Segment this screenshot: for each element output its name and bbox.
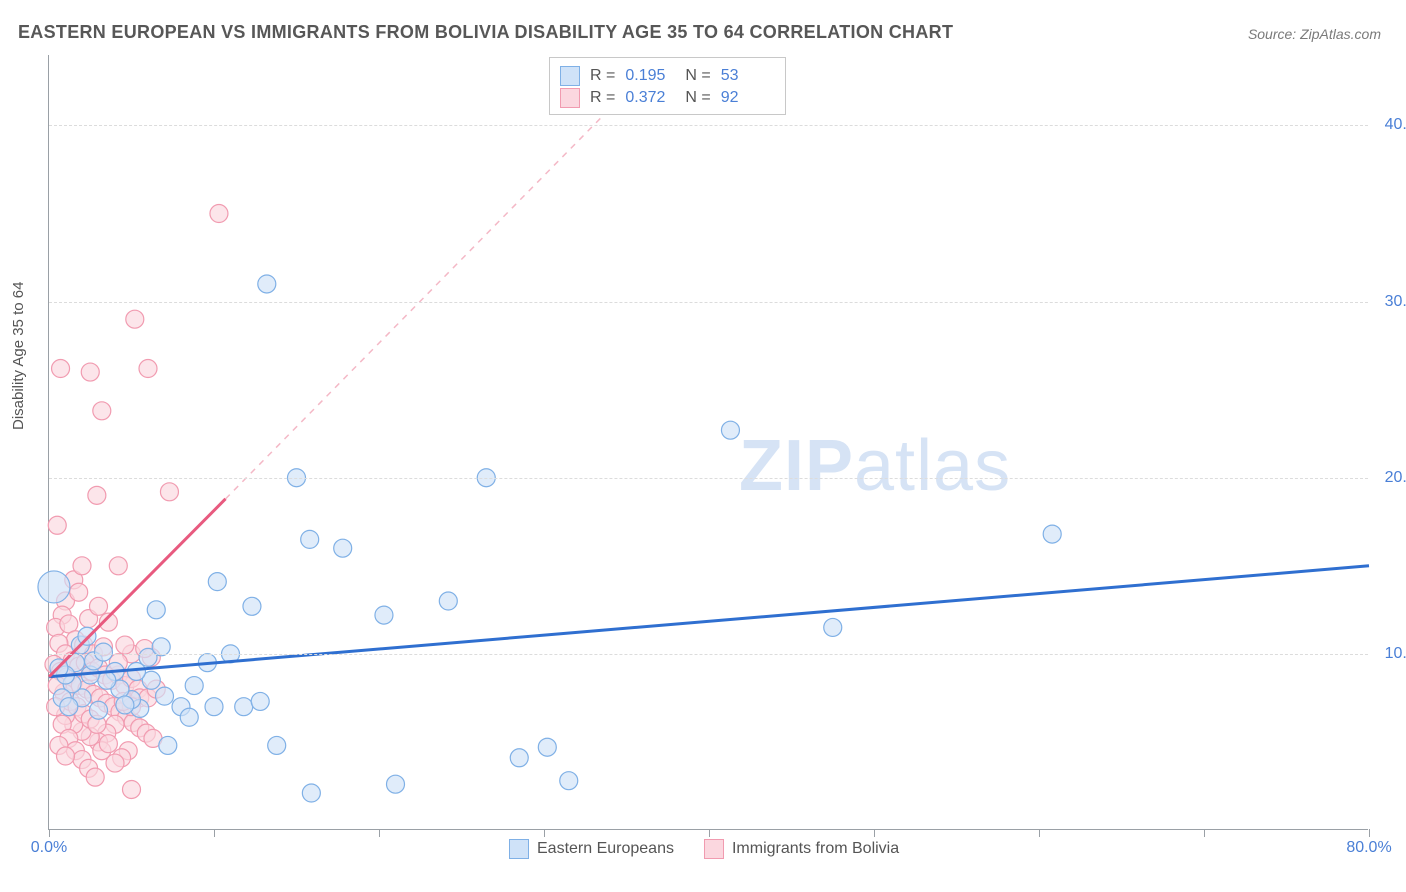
y-tick-label: 30.0% (1385, 293, 1406, 311)
legend-item-0: Eastern Europeans (509, 839, 674, 859)
legend-swatch-0 (509, 839, 529, 859)
legend-swatch-1 (704, 839, 724, 859)
y-axis-label: Disability Age 35 to 64 (10, 282, 27, 430)
x-tick-label: 80.0% (1346, 839, 1391, 857)
stats-box: R = 0.195 N = 53 R = 0.372 N = 92 (549, 57, 786, 115)
x-tick-mark (544, 829, 545, 837)
legend-item-1: Immigrants from Bolivia (704, 839, 899, 859)
gridline (49, 125, 1368, 126)
legend-label-0: Eastern Europeans (537, 840, 674, 858)
source-attribution: Source: ZipAtlas.com (1248, 26, 1381, 42)
legend-label-1: Immigrants from Bolivia (732, 840, 899, 858)
x-tick-mark (1204, 829, 1205, 837)
swatch-series-0 (560, 66, 580, 86)
x-tick-mark (709, 829, 710, 837)
stats-row-series-1: R = 0.372 N = 92 (560, 88, 771, 108)
x-tick-mark (874, 829, 875, 837)
y-tick-label: 40.0% (1385, 116, 1406, 134)
chart-svg (49, 55, 1368, 829)
gridline (49, 478, 1368, 479)
y-tick-label: 20.0% (1385, 469, 1406, 487)
plot-area: ZIPatlas R = 0.195 N = 53 R = 0.372 N = … (48, 55, 1368, 830)
y-tick-label: 10.0% (1385, 645, 1406, 663)
x-tick-mark (379, 829, 380, 837)
gridline (49, 654, 1368, 655)
chart-title: EASTERN EUROPEAN VS IMMIGRANTS FROM BOLI… (18, 22, 953, 43)
x-tick-mark (1369, 829, 1370, 837)
legend: Eastern Europeans Immigrants from Bolivi… (509, 839, 899, 859)
gridline (49, 302, 1368, 303)
swatch-series-1 (560, 88, 580, 108)
x-tick-label: 0.0% (31, 839, 67, 857)
x-tick-mark (214, 829, 215, 837)
x-tick-mark (49, 829, 50, 837)
stats-row-series-0: R = 0.195 N = 53 (560, 66, 771, 86)
x-tick-mark (1039, 829, 1040, 837)
